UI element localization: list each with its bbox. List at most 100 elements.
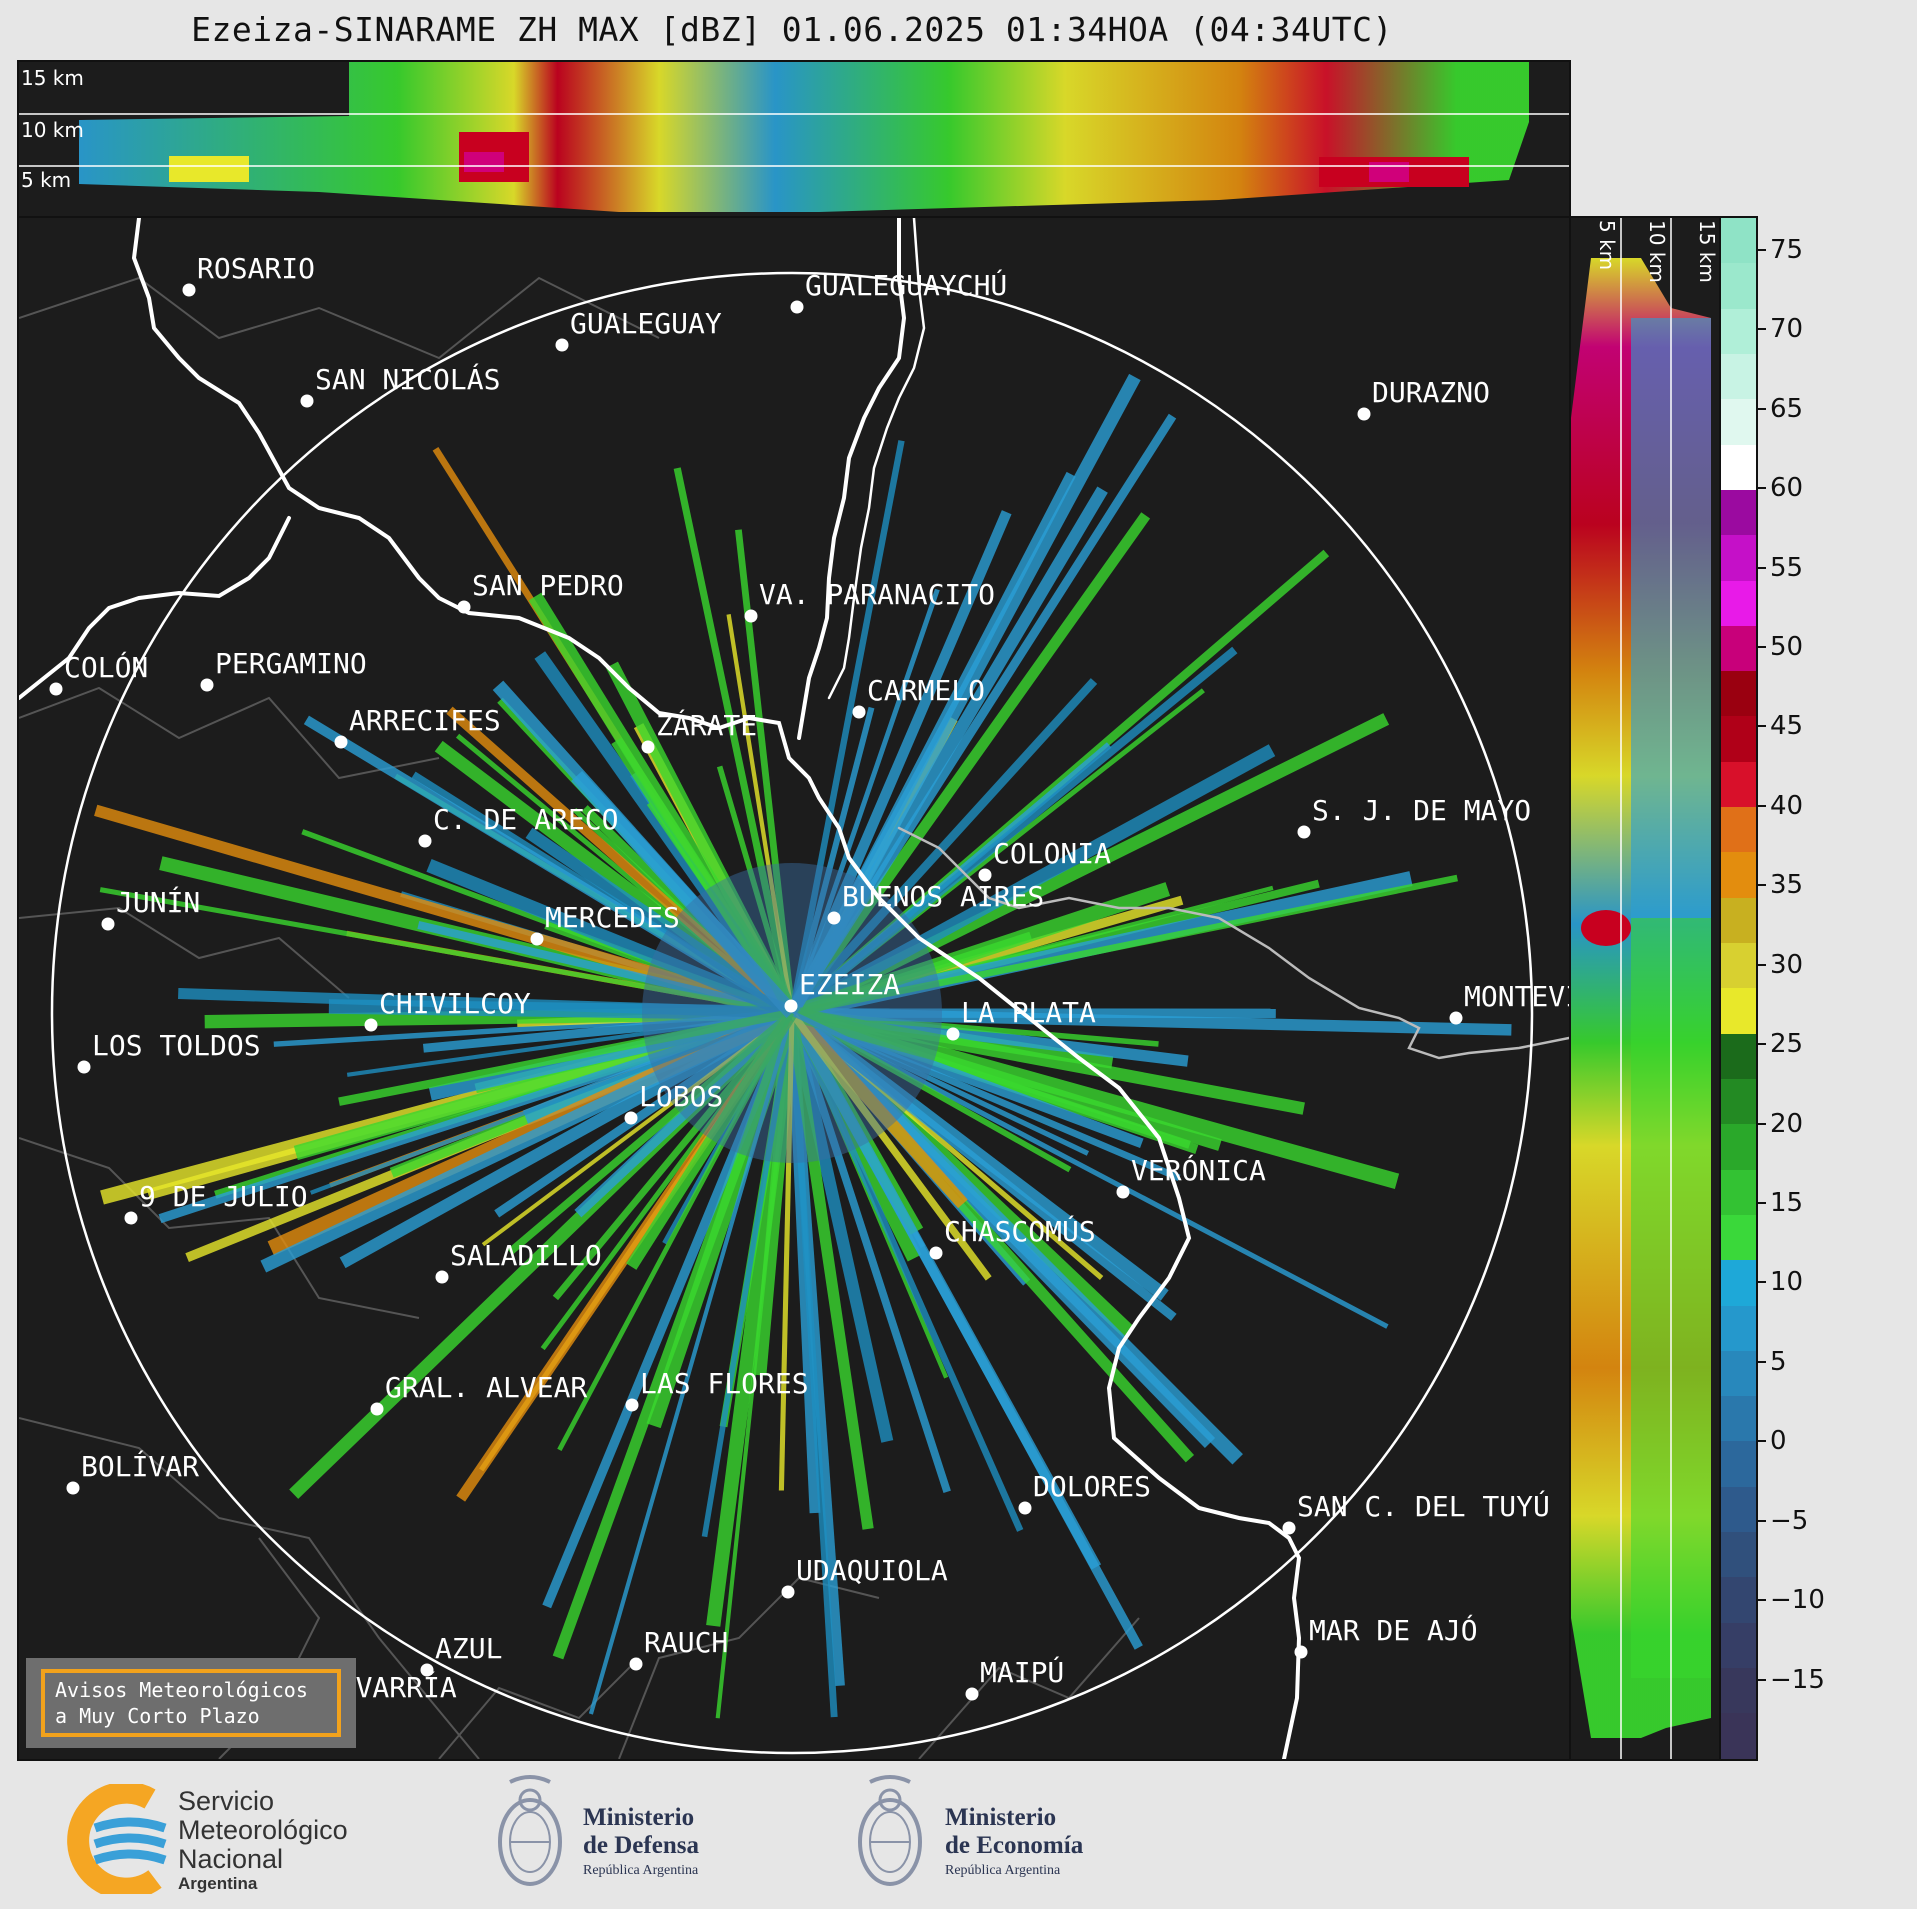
colorbar-tick-label: 0	[1770, 1426, 1787, 1457]
radar-map-panel[interactable]: ROSARIO GUALEGUAYCHÚ GUALEGUAY SAN NICOLÁS D…	[17, 216, 1571, 1761]
colorbar-swatch	[1721, 353, 1756, 400]
radar-clutter-area	[642, 863, 942, 1163]
radar-ray	[788, 678, 1098, 1016]
radar-ray	[788, 440, 905, 1014]
colorbar-tick-label: 60	[1770, 473, 1804, 504]
city-label: BOLÍVAR	[81, 1449, 199, 1483]
colorbar-tick-mark	[1756, 566, 1766, 569]
city-dot	[781, 1585, 795, 1599]
city-marker: LOS TOLDOS	[77, 1029, 261, 1074]
notice-box[interactable]: Avisos Meteorológicos a Muy Corto Plazo	[41, 1669, 341, 1737]
defensa-line-2: de Defensa	[583, 1832, 699, 1859]
colorbar-tick-label: 75	[1770, 234, 1804, 265]
city-label: SAN NICOLÁS	[315, 362, 500, 396]
colorbar-tick-label: −10	[1770, 1585, 1825, 1616]
city-marker: ROSARIO	[182, 252, 315, 297]
radar-ray	[786, 1012, 874, 1530]
colorbar-tick-mark	[1756, 487, 1766, 490]
colorbar-swatch	[1721, 1622, 1756, 1668]
side-cross-section-image	[1571, 218, 1711, 1759]
city-marker: GRAL. ALVEAR	[370, 1371, 587, 1416]
colorbar-swatch	[1721, 535, 1756, 581]
radar-ray	[626, 1009, 798, 1270]
city-dot	[200, 678, 214, 692]
city-marker: PERGAMINO	[200, 647, 367, 692]
colorbar-tick-label: 35	[1770, 870, 1804, 901]
radar-ray	[426, 859, 795, 1020]
city-marker: EZEIZA	[784, 968, 900, 1013]
colorbar-tick-mark	[1756, 1201, 1766, 1204]
city-marker: MAIPÚ	[965, 1655, 1064, 1701]
city-marker: JUNÍN	[101, 885, 200, 931]
city-label: COLONIA	[993, 837, 1111, 870]
city-marker: CARMELO	[852, 674, 985, 719]
radar-ray	[787, 512, 1151, 1017]
colorbar-tick-mark	[1756, 328, 1766, 331]
city-dot	[182, 283, 196, 297]
colorbar-swatch	[1721, 308, 1756, 354]
colorbar-swatch	[1721, 218, 1756, 264]
colorbar-swatch	[1721, 1260, 1756, 1306]
radar-ray	[787, 1010, 1102, 1570]
city-dot	[641, 740, 655, 754]
city-marker: DOLORES	[1018, 1470, 1151, 1515]
city-dot	[978, 868, 992, 882]
city-marker: MONTEVIDEO	[1449, 980, 1569, 1025]
city-marker: ARRECIFES	[334, 704, 501, 749]
defensa-line-3: República Argentina	[583, 1863, 699, 1878]
colorbar-tick-label: −5	[1770, 1505, 1809, 1536]
radar-ray	[605, 661, 799, 1017]
city-dot	[1449, 1011, 1463, 1025]
economia-line-3: República Argentina	[945, 1863, 1061, 1878]
city-dot	[66, 1481, 80, 1495]
city-marker: LA PLATA	[946, 996, 1096, 1041]
city-marker: CHASCOMÚS	[929, 1214, 1096, 1260]
city-marker: MAR DE AJÓ	[1294, 1613, 1478, 1659]
colorbar-tick-label: 5	[1770, 1346, 1787, 1377]
city-label: S. J. DE MAYO	[1312, 794, 1531, 827]
top-altitude-label-15: 15 km	[21, 66, 84, 90]
economia-line-1: Ministerio	[945, 1804, 1057, 1831]
city-label: ZÁRATE	[656, 708, 757, 742]
city-dot	[1357, 407, 1371, 421]
smn-name-line-1: Servicio	[178, 1786, 275, 1816]
radar-ray	[789, 706, 875, 1014]
colorbar-swatch	[1721, 1577, 1756, 1623]
radar-ray	[716, 765, 795, 1014]
radar-ray	[787, 510, 1012, 1016]
city-dot	[334, 735, 348, 749]
radar-ray	[778, 1012, 795, 1491]
city-label: RAUCH	[644, 1626, 728, 1659]
city-marker: UDAQUIOLA	[781, 1554, 948, 1599]
colorbar-tick-mark	[1756, 407, 1766, 410]
radar-ray	[338, 1008, 793, 1106]
colorbar-tick-label: 65	[1770, 393, 1804, 424]
city-marker: SALADILLO	[435, 1239, 602, 1284]
colorbar-swatch	[1721, 988, 1756, 1034]
side-altitude-label-10: 10 km	[1645, 220, 1669, 283]
colorbar-tick-label: 40	[1770, 790, 1804, 821]
radar-ray	[494, 1009, 795, 1218]
colorbar-tick-label: 25	[1770, 1029, 1804, 1060]
radar-ray	[788, 1011, 951, 1494]
radar-ray	[790, 931, 1032, 1017]
colorbar-tick-mark	[1756, 725, 1766, 728]
radar-ray	[787, 1008, 968, 1209]
colorbar-swatch	[1721, 1214, 1756, 1261]
city-marker: COLÓN	[49, 650, 148, 696]
city-marker: C. DE ARECO	[418, 803, 618, 848]
city-marker: MERCEDES	[530, 901, 680, 946]
notice-panel[interactable]: Avisos Meteorológicos a Muy Corto Plazo	[26, 1658, 356, 1748]
dbz-colorbar	[1719, 216, 1758, 1761]
city-label: LAS FLORES	[640, 1367, 809, 1400]
colorbar-swatch	[1721, 1033, 1756, 1079]
city-label: MERCEDES	[545, 901, 680, 934]
city-label: C. DE ARECO	[433, 803, 618, 836]
top-altitude-label-10: 10 km	[21, 118, 84, 142]
colorbar-tick-label: 45	[1770, 711, 1804, 742]
city-dot	[1282, 1521, 1296, 1535]
radar-ray	[791, 1007, 1512, 1036]
top-cross-section-panel: 15 km 10 km 5 km	[17, 60, 1571, 218]
radar-ray	[735, 529, 796, 1014]
city-label: GUALEGUAYCHÚ	[805, 268, 1007, 302]
